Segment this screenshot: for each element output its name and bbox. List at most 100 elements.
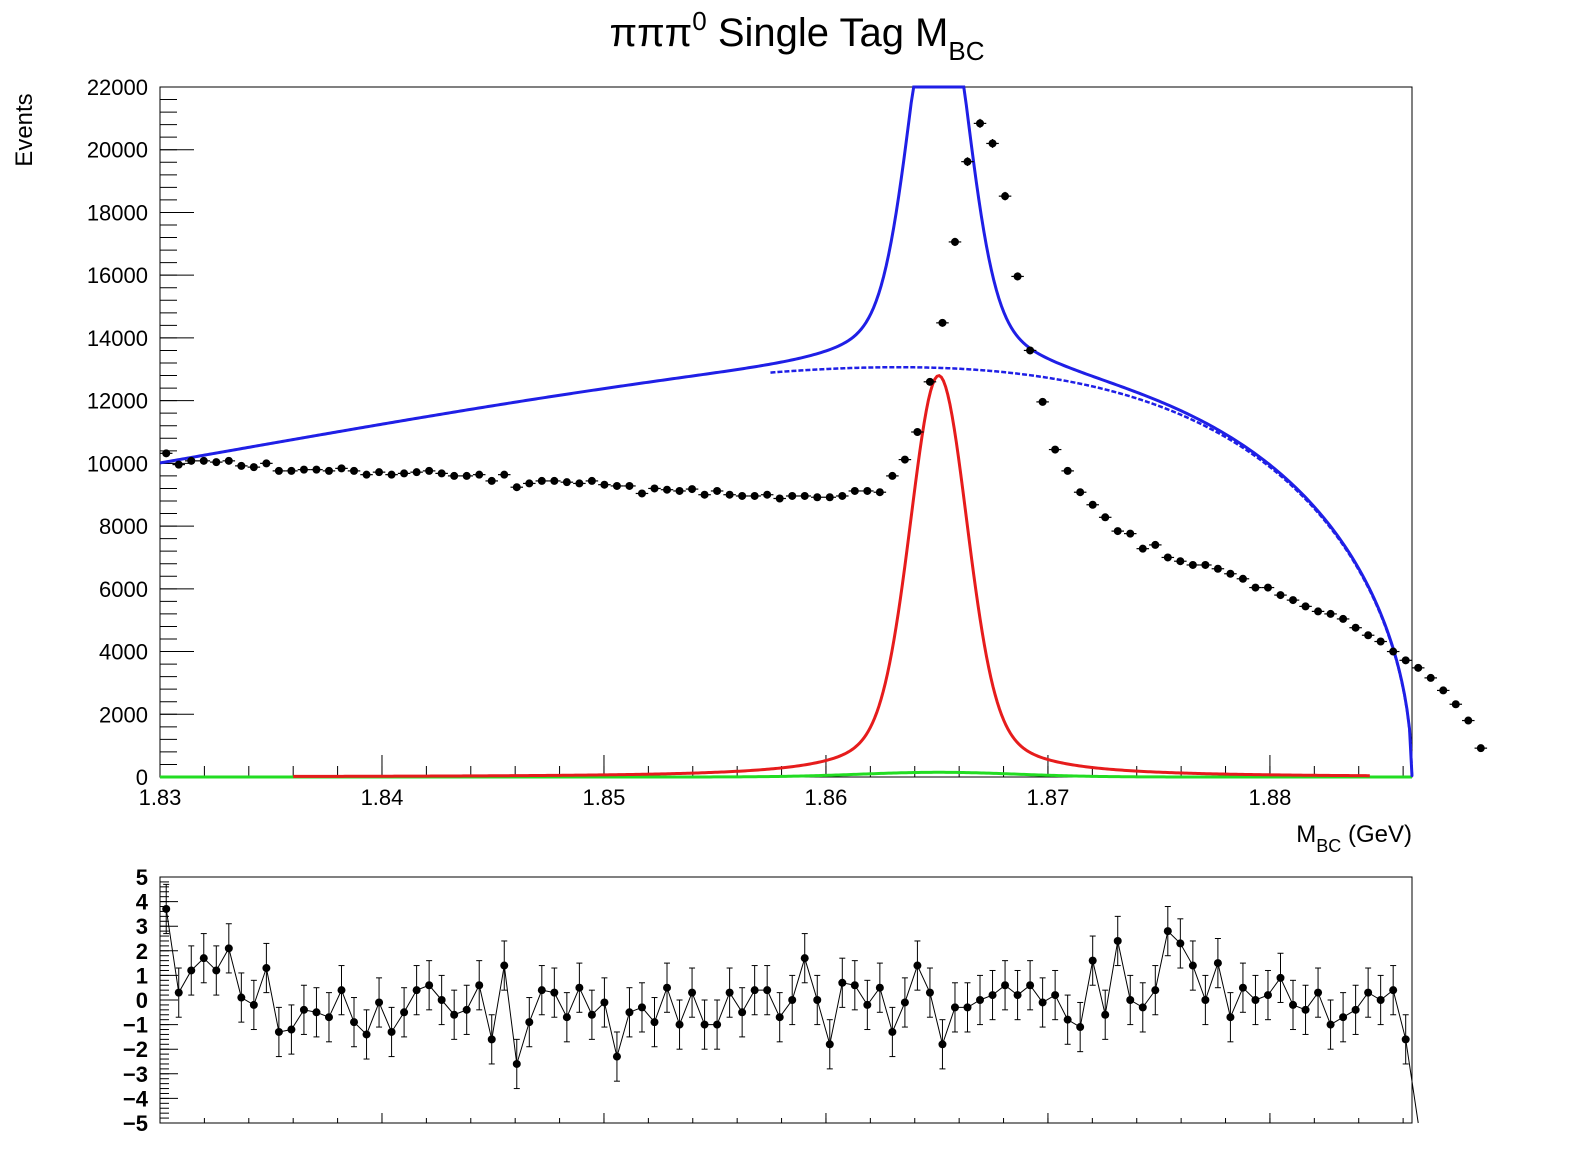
residual-marker [487, 1035, 496, 1044]
data-point [585, 476, 599, 485]
residual-point [738, 987, 747, 1038]
residual-marker [324, 1013, 333, 1022]
residual-point [713, 999, 722, 1050]
data-point-marker [1001, 192, 1010, 201]
data-point [760, 490, 774, 499]
data-point [1199, 560, 1212, 569]
residual-marker [274, 1027, 283, 1036]
residual-marker [625, 1008, 634, 1017]
residual-marker [838, 978, 847, 987]
residual-y-tick-label: 5 [136, 865, 148, 890]
data-point-marker [237, 461, 246, 470]
residual-marker [863, 1000, 872, 1009]
data-point [222, 456, 236, 465]
residual-point [900, 977, 909, 1028]
residual-point [1213, 938, 1222, 989]
data-point-marker [274, 466, 283, 475]
data-point [472, 470, 486, 479]
data-point-marker [199, 456, 208, 465]
residual-marker [1151, 986, 1160, 995]
residual-point [1376, 974, 1385, 1026]
residual-marker [1063, 1015, 1072, 1024]
residual-point [512, 1038, 521, 1090]
residual-marker [1138, 1003, 1147, 1012]
data-point-marker [625, 481, 634, 490]
residual-point [863, 979, 872, 1031]
residual-point [625, 987, 634, 1038]
data-point-marker [1088, 500, 1097, 509]
data-point [272, 466, 286, 475]
residual-marker [888, 1027, 897, 1036]
residual-point [1063, 994, 1072, 1045]
residual-marker [976, 996, 985, 1004]
data-point-marker [913, 428, 922, 436]
residual-point [324, 992, 333, 1043]
residual-point [500, 940, 509, 991]
data-point [735, 491, 749, 500]
residual-point [775, 992, 784, 1043]
data-point-marker [1226, 569, 1235, 578]
data-point-marker [800, 491, 809, 500]
data-point-marker [1426, 673, 1435, 682]
data-point-marker [174, 460, 183, 469]
residual-point [637, 982, 646, 1033]
residual-marker [1339, 1013, 1348, 1022]
residual-point [1101, 989, 1110, 1040]
residual-point [525, 997, 534, 1048]
data-point [435, 469, 448, 478]
residual-point [1026, 960, 1035, 1011]
residual-marker [1301, 1005, 1310, 1014]
data-point [360, 470, 373, 479]
residual-marker [663, 983, 672, 992]
data-point-marker [299, 465, 308, 474]
residual-point [1251, 974, 1260, 1026]
data-point [961, 157, 974, 167]
residual-point [850, 960, 859, 1011]
residual-marker [713, 1020, 722, 1029]
residual-point [1151, 965, 1160, 1016]
residual-marker [988, 991, 997, 1000]
residual-point [963, 982, 972, 1033]
residual-marker [587, 1010, 596, 1019]
data-point [410, 468, 423, 477]
data-point-marker [1176, 557, 1185, 566]
y-tick-label: 8000 [99, 514, 148, 539]
residual-point [800, 933, 809, 984]
residual-marker [1263, 991, 1272, 1000]
residual-marker [337, 986, 346, 995]
data-point-marker [1276, 591, 1285, 600]
data-point-marker [850, 486, 859, 495]
data-point-marker [675, 486, 684, 495]
residual-marker [212, 966, 221, 975]
residual-marker [1188, 961, 1197, 970]
residual-point [1138, 982, 1147, 1033]
residual-marker [850, 981, 859, 990]
data-point-marker [1113, 527, 1122, 536]
data-point-marker [875, 488, 884, 497]
residual-marker [1351, 1005, 1360, 1014]
data-point-marker [1138, 544, 1147, 553]
residual-marker [1314, 988, 1323, 997]
residual-point [312, 987, 321, 1038]
data-point [936, 318, 949, 327]
data-point-marker [1213, 564, 1222, 573]
residual-point [262, 942, 271, 994]
residual-point [475, 960, 484, 1011]
data-point-marker [387, 470, 396, 479]
data-point [1161, 553, 1175, 562]
residual-point [688, 967, 697, 1018]
data-point-marker [550, 476, 559, 485]
data-point [1098, 513, 1112, 522]
data-point [535, 476, 549, 485]
residual-marker [688, 988, 697, 997]
data-point-marker [1063, 466, 1072, 475]
data-point-marker [713, 486, 722, 495]
data-point [873, 488, 887, 497]
residual-marker [950, 1003, 959, 1012]
data-point [1261, 583, 1275, 592]
residual-point [425, 960, 434, 1011]
residual-point [537, 965, 546, 1016]
residual-point [387, 1006, 396, 1058]
data-point [810, 493, 824, 502]
